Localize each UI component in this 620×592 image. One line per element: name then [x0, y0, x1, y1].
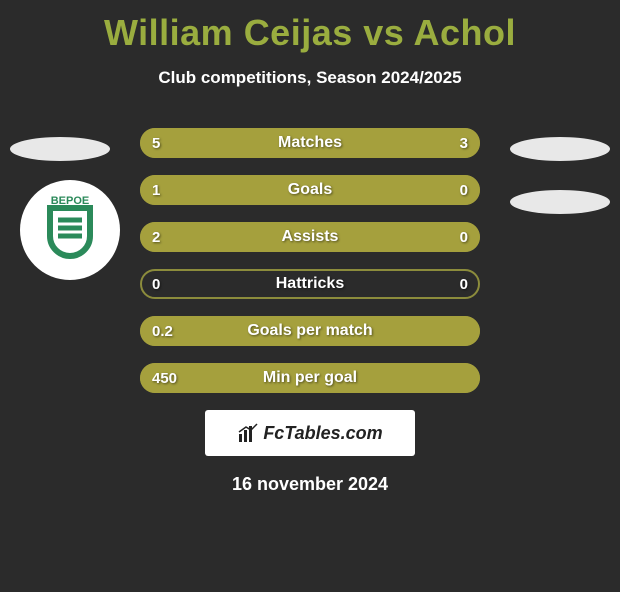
badge-stripes: [58, 220, 82, 236]
date: 16 november 2024: [0, 474, 620, 495]
stats-bars: 53Matches 10Goals 20Assists 00Hattricks 0.2G…: [140, 128, 480, 393]
avatar-placeholder-right-2: [510, 190, 610, 214]
stat-row: 0.2Goals per match: [140, 316, 480, 346]
club-badge-inner: BEPOE: [30, 190, 110, 270]
stat-row: 20Assists: [140, 222, 480, 252]
vs-text: vs: [363, 12, 404, 53]
stat-label: Matches: [140, 128, 480, 158]
stat-label: Min per goal: [140, 363, 480, 393]
player2-name: Achol: [414, 12, 517, 53]
stat-row: 10Goals: [140, 175, 480, 205]
avatar-placeholder-left: [10, 137, 110, 161]
stat-row: 450Min per goal: [140, 363, 480, 393]
stat-label: Assists: [140, 222, 480, 252]
stat-label: Goals: [140, 175, 480, 205]
stat-label: Goals per match: [140, 316, 480, 346]
player1-name: William Ceijas: [104, 12, 353, 53]
club-badge: BEPOE: [20, 180, 120, 280]
badge-shield: [50, 208, 90, 256]
stat-label: Hattricks: [140, 269, 480, 299]
comparison-title: William Ceijas vs Achol: [0, 12, 620, 54]
fctables-text: FcTables.com: [263, 423, 382, 444]
fctables-logo: FcTables.com: [205, 410, 415, 456]
chart-icon: [237, 422, 259, 444]
subtitle: Club competitions, Season 2024/2025: [0, 68, 620, 88]
avatar-placeholder-right-1: [510, 137, 610, 161]
stat-row: 53Matches: [140, 128, 480, 158]
stat-row: 00Hattricks: [140, 269, 480, 299]
